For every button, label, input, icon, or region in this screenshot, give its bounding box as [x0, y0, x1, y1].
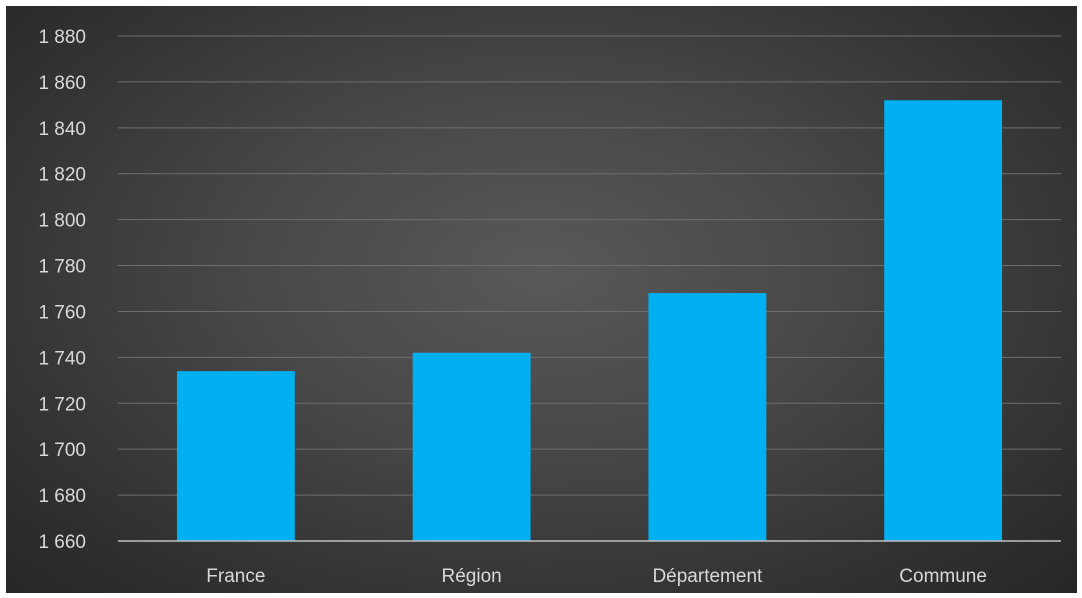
chart-area: 1 660 1 680 1 700 1 720 1 740 1 760 1 780 1 800…: [6, 6, 1077, 593]
y-tick-label: 1 840: [38, 119, 86, 140]
y-tick-label: 1 800: [38, 211, 86, 232]
y-tick-label: 1 880: [38, 27, 86, 48]
y-tick-label: 1 740: [38, 348, 86, 369]
bar-dpartement: [648, 293, 767, 541]
x-category-label: France: [206, 566, 265, 587]
bar-rgion: [412, 352, 531, 541]
y-tick-label: 1 780: [38, 257, 86, 278]
y-tick-label: 1 760: [38, 302, 86, 323]
x-category-label: Département: [652, 566, 763, 587]
bars: [176, 100, 1003, 541]
x-category-label: Commune: [899, 566, 987, 587]
y-tick-label: 1 660: [38, 532, 86, 553]
y-tick-label: 1 680: [38, 486, 86, 507]
y-tick-label: 1 860: [38, 73, 86, 94]
y-tick-label: 1 700: [38, 440, 86, 461]
bar-france: [176, 371, 295, 541]
y-tick-label: 1 720: [38, 394, 86, 415]
x-category-label: Région: [442, 566, 502, 587]
bar-chart: 1 660 1 680 1 700 1 720 1 740 1 760 1 780 1 800…: [38, 27, 1061, 587]
y-tick-label: 1 820: [38, 165, 86, 186]
bar-commune: [884, 100, 1003, 541]
y-axis-tick-labels: 1 660 1 680 1 700 1 720 1 740 1 760 1 780 1 800…: [38, 27, 86, 553]
x-axis-category-labels: France Région Département Commune: [206, 566, 987, 587]
